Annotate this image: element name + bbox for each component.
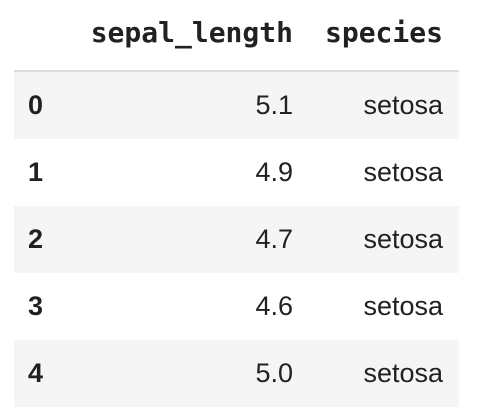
table-cell: setosa — [363, 157, 443, 187]
row-index: 4 — [14, 340, 75, 407]
table-cell: setosa — [308, 71, 459, 139]
table-row: 4 5.0 setosa — [14, 340, 459, 407]
data-table: sepal_length species 0 5.1 setosa 1 4.9 setos… — [14, 0, 459, 407]
table-row: 3 4.6 setosa — [14, 273, 459, 340]
table-cell: 5.0 — [74, 340, 309, 407]
table-row: 1 4.9 setosa — [14, 139, 459, 206]
table-cell: 4.6 — [255, 291, 293, 321]
table-cell: 4.9 — [255, 157, 293, 187]
table-cell: 4.7 — [74, 206, 309, 273]
table-cell: setosa — [308, 340, 459, 407]
table-row: 2 4.7 setosa — [14, 206, 459, 273]
table-row: 0 5.1 setosa — [14, 71, 459, 139]
table-head: sepal_length species — [14, 0, 459, 72]
row-index: 2 — [14, 206, 75, 273]
header-row: sepal_length species — [14, 0, 459, 72]
column-header: sepal_length — [74, 0, 309, 72]
row-index: 3 — [28, 291, 44, 321]
row-index: 1 — [28, 157, 44, 187]
table-cell: 5.1 — [74, 71, 309, 139]
row-index: 0 — [14, 71, 75, 139]
table-cell: setosa — [308, 206, 459, 273]
column-header: species — [308, 0, 459, 72]
index-header — [14, 0, 75, 72]
table-body: 0 5.1 setosa 1 4.9 setosa 2 4.7 setosa 3 4.6 setosa… — [14, 71, 459, 407]
table-cell: setosa — [363, 291, 443, 321]
